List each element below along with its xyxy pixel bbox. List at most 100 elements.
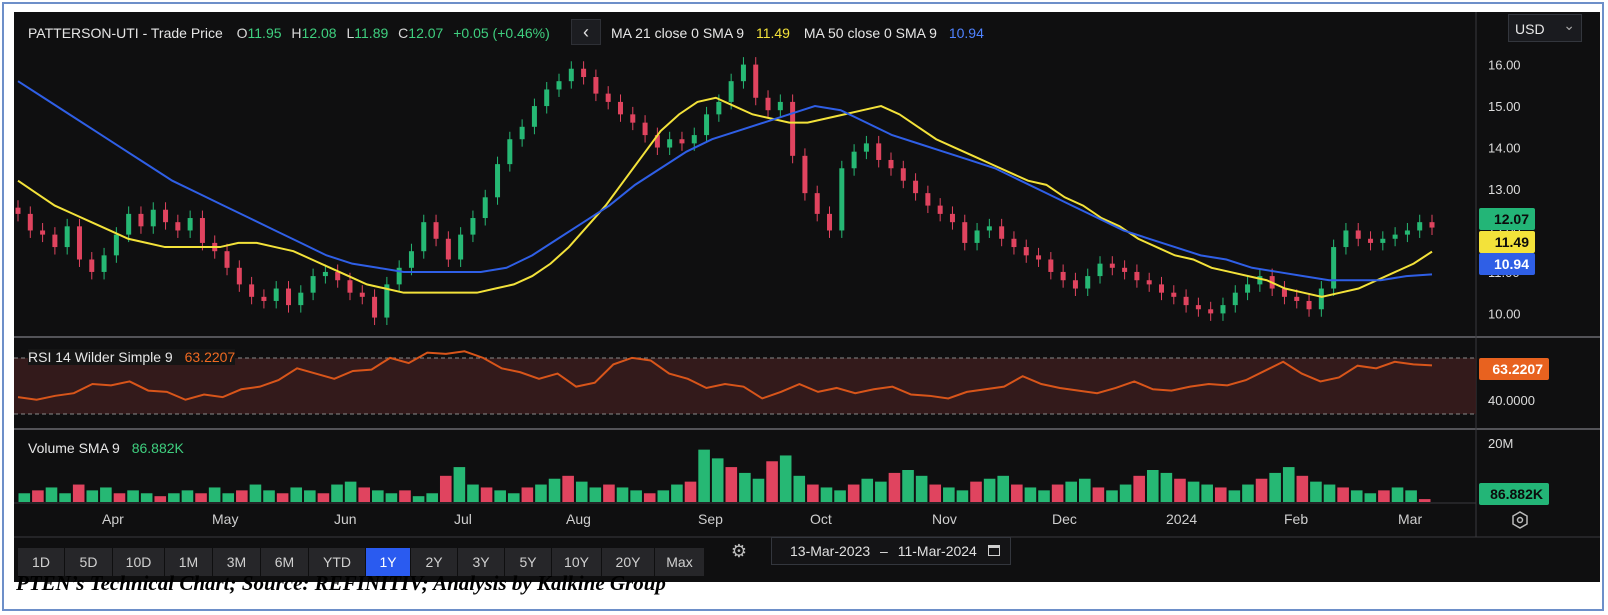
volume-bar xyxy=(222,493,235,502)
candle-body xyxy=(1097,263,1103,277)
candle-body xyxy=(593,77,599,94)
candle-body xyxy=(322,271,328,277)
volume-bar xyxy=(168,493,180,502)
candle-body xyxy=(962,222,968,243)
candle-body xyxy=(236,267,242,285)
candle-body xyxy=(704,114,710,136)
volume-bar xyxy=(1418,499,1431,502)
volume-bar xyxy=(739,472,751,502)
volume-bar xyxy=(888,472,901,502)
volume-bar xyxy=(1296,475,1309,502)
volume-bar xyxy=(263,490,275,502)
price-tick-label: 16.00 xyxy=(1488,58,1521,73)
rsi-label: RSI 14 Wilder Simple 9 xyxy=(28,349,173,365)
candle-body xyxy=(1245,284,1251,293)
candle-body xyxy=(1134,271,1140,281)
volume-bar xyxy=(943,487,955,502)
candle-body xyxy=(900,168,906,181)
volume-bar xyxy=(154,496,167,502)
volume-bar xyxy=(562,475,574,502)
x-tick-label: Jul xyxy=(454,511,472,527)
volume-bar xyxy=(548,478,561,502)
candle-body xyxy=(64,226,70,248)
volume-bar xyxy=(358,487,370,502)
close-price-pill: 12.07 xyxy=(1479,208,1535,230)
candle-body xyxy=(1183,296,1189,306)
candle-body xyxy=(605,93,611,102)
range-button-1m[interactable]: 1M xyxy=(165,548,212,576)
x-tick-label: Dec xyxy=(1052,511,1077,527)
volume-bar xyxy=(1391,487,1404,502)
range-button-ytd[interactable]: YTD xyxy=(309,548,365,576)
volume-bar xyxy=(208,487,221,502)
range-button-20y[interactable]: 20Y xyxy=(602,548,654,576)
volume-bar xyxy=(983,478,996,502)
volume-bar xyxy=(1364,493,1377,502)
volume-bar xyxy=(630,490,642,502)
candle-body xyxy=(396,267,402,285)
volume-bar xyxy=(1160,472,1173,502)
range-button-3y[interactable]: 3Y xyxy=(458,548,504,576)
x-tick-label: Oct xyxy=(810,511,832,527)
range-button-3m[interactable]: 3M xyxy=(213,548,260,576)
currency-select[interactable]: USD ⌄ xyxy=(1508,14,1582,42)
volume-bar xyxy=(331,484,343,502)
date-separator: – xyxy=(880,543,888,559)
candle-body xyxy=(1318,288,1324,310)
legend-collapse-button[interactable]: ‹ xyxy=(571,19,601,45)
range-settings-button[interactable]: ⚙ xyxy=(726,538,752,564)
candle-body xyxy=(1257,276,1263,285)
volume-pill: 86.882K xyxy=(1479,483,1549,505)
volume-bar xyxy=(820,487,833,502)
candle-body xyxy=(765,97,771,111)
chart-settings-icon[interactable] xyxy=(1512,511,1528,529)
volume-bar xyxy=(915,475,928,502)
candle-body xyxy=(1404,230,1410,235)
candle-body xyxy=(913,180,919,194)
volume-bar xyxy=(1187,481,1200,502)
volume-bar xyxy=(575,481,588,502)
volume-bar xyxy=(1255,478,1268,502)
range-button-5d[interactable]: 5D xyxy=(65,548,112,576)
ma21-line xyxy=(17,96,1433,298)
volume-bar xyxy=(902,470,914,502)
candle-body xyxy=(568,68,574,82)
candle-body xyxy=(654,135,660,148)
volume-bar xyxy=(1242,484,1254,502)
volume-bar xyxy=(834,490,846,502)
volume-bar xyxy=(1350,490,1363,502)
range-button-max[interactable]: Max xyxy=(655,548,704,576)
range-button-10d[interactable]: 10D xyxy=(113,548,164,576)
candle-body xyxy=(716,101,722,115)
volume-bar xyxy=(603,484,615,502)
candle-body xyxy=(1171,292,1177,297)
candle-body xyxy=(630,114,636,123)
candle-body xyxy=(372,296,378,318)
volume-bar xyxy=(657,490,670,502)
volume-bar xyxy=(1201,484,1213,502)
range-button-6m[interactable]: 6M xyxy=(261,548,308,576)
volume-bar xyxy=(711,458,724,502)
date-range-picker[interactable]: 13-Mar-2023 – 11-Mar-2024 xyxy=(771,537,1011,565)
range-button-1d[interactable]: 1D xyxy=(18,548,64,576)
candle-body xyxy=(1429,222,1435,228)
candle-body xyxy=(482,197,488,219)
volume-bar xyxy=(779,455,792,502)
candle-body xyxy=(728,81,734,102)
volume-bar xyxy=(113,493,126,502)
rsi-pill: 63.2207 xyxy=(1479,358,1549,380)
price-tick-label: 10.00 xyxy=(1488,306,1521,321)
candle-body xyxy=(310,276,316,293)
candle-body xyxy=(851,151,857,169)
range-button-5y[interactable]: 5Y xyxy=(505,548,551,576)
volume-bar xyxy=(1038,490,1050,502)
range-button-10y[interactable]: 10Y xyxy=(552,548,601,576)
candle-body xyxy=(76,226,82,260)
range-button-1y[interactable]: 1Y xyxy=(366,548,410,576)
candle-body xyxy=(519,126,525,140)
candle-body xyxy=(199,218,205,243)
range-button-2y[interactable]: 2Y xyxy=(411,548,457,576)
candle-body xyxy=(531,106,537,127)
rsi-legend: RSI 14 Wilder Simple 9 63.2207 xyxy=(28,349,236,365)
